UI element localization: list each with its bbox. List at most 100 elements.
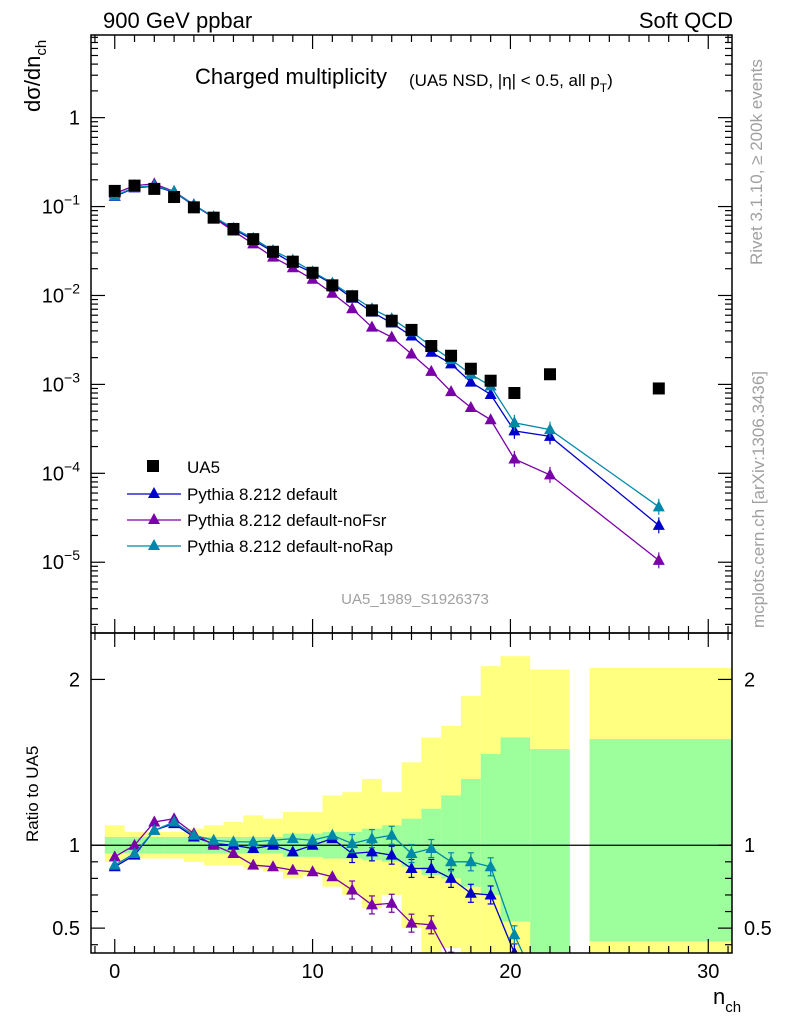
main-y-tick-label: 10−5 [42,547,80,574]
ratio-point-noRap [227,835,240,847]
ratio-point-default [247,842,260,854]
ratio-point-noRap [405,847,418,859]
ratio-point-noRap [445,855,458,867]
main-y-tick-label: 10−3 [42,369,80,396]
point-noFsr [365,320,378,332]
band-inner [589,739,732,942]
ratio-point-noFsr [346,883,359,895]
ratio-point-noFsr [306,865,319,877]
legend-label-norap: Pythia 8.212 default-noRap [187,537,393,556]
ratio-uncertainty-bands [104,656,732,953]
point-noFsr [464,400,477,412]
chart-title: Charged multiplicity [195,64,387,89]
ratio-y-tick-label: 2 [69,669,80,691]
ratio-x-tick-label: 20 [499,961,521,983]
ratio-x-tick-label: 0 [109,961,120,983]
ratio-y-tick-label: 1 [69,835,80,857]
ratio-y-tick-label-right: 0.5 [744,918,772,940]
ratio-point-noRap [128,847,141,859]
ratio-point-noRap [326,828,339,840]
data-point-ua5 [484,374,497,387]
ratio-plot-area [108,812,536,974]
data-point-ua5 [247,233,260,246]
ratio-point-noRap [508,928,521,940]
ratio-point-noFsr [247,858,260,870]
ratio-point-default [464,886,477,898]
data-point-ua5 [108,184,121,197]
data-point-ua5 [326,279,339,292]
ratio-point-noRap [484,860,497,872]
ratio-point-noFsr [445,955,457,966]
ratio-point-noRap [267,833,280,845]
point-noFsr [346,302,359,314]
ratio-y-tick-label: 0.5 [52,918,80,940]
ratio-point-noFsr [425,918,438,930]
legend-marker-default [148,487,160,498]
point-noFsr [425,364,438,376]
ratio-point-noFsr [128,838,141,850]
ratio-point-noFsr [326,870,339,882]
legend-marker-norap [148,539,160,550]
data-point-ua5 [227,222,240,235]
ratio-point-noRap [148,823,161,835]
ratio-point-default [425,861,438,873]
legend-label-ua5: UA5 [187,458,220,477]
ratio-point-default [445,871,458,883]
ratio-point-noRap [365,832,378,844]
point-noFsr [508,452,521,464]
band-inner [500,737,531,922]
chart-subtitle: (UA5 NSD, |η| < 0.5, all pT) [409,71,613,95]
point-noFsr [326,286,339,298]
main-y-axis-label: dσ/dnch [20,40,50,112]
ratio-point-noRap [464,855,477,867]
ratio-point-noRap [247,835,260,847]
header-process-label: Soft QCD [639,8,733,33]
data-point-ua5 [405,323,418,336]
point-noRap [652,500,665,512]
main-y-tick-label: 10−1 [42,192,80,219]
ratio-point-noFsr [148,815,161,827]
point-noFsr [484,413,497,425]
mcplots-url-label: mcplots.cern.ch [arXiv:1306.3436] [749,371,768,628]
ratio-x-tick-label: 30 [697,961,719,983]
point-default [652,518,665,530]
ratio-point-noRap [286,832,299,844]
ratio-point-noRap [425,842,438,854]
data-point-ua5 [365,304,378,317]
ratio-point-noFsr [227,847,240,859]
ratio-point-noRap [168,815,181,827]
ratio-point-noFsr [267,860,280,872]
main-plot-area [108,177,665,569]
data-point-ua5 [286,255,299,268]
ratio-point-noRap [207,833,220,845]
analysis-watermark: UA5_1989_S1926373 [341,591,489,608]
data-point-ua5 [508,387,521,400]
ratio-axis-ticks: 0 10 20 30 0.5 0.5 1 1 2 2 [52,633,772,983]
ratio-point-default [385,848,398,860]
ratio-line-noRap [114,821,524,953]
data-point-ua5 [385,314,398,327]
ratio-y-tick-label-right: 2 [744,669,755,691]
data-point-ua5 [543,368,556,381]
point-noFsr [652,553,665,565]
main-y-tick-label: 1 [69,108,80,130]
point-noFsr [445,385,458,397]
ratio-point-default [365,845,378,857]
ratio-y-axis-label: Ratio to UA5 [23,746,42,842]
band-inner [460,778,481,887]
point-default [484,387,497,399]
ratio-point-noRap [346,837,359,849]
legend: UA5 Pythia 8.212 default Pythia 8.212 de… [127,458,393,556]
data-point-ua5 [425,340,438,353]
legend-marker-nofsr [148,513,160,524]
main-y-tick-label: 10−2 [42,280,80,307]
point-noFsr [543,468,556,480]
ratio-point-noRap [108,858,121,870]
ratio-point-noRap [524,963,536,974]
data-point-ua5 [267,245,280,258]
ratio-y-tick-label-right: 1 [744,835,755,857]
point-default [464,375,477,387]
x-axis-label: nch [713,984,741,1016]
data-point-ua5 [652,382,665,395]
main-y-tick-label: 10−4 [42,458,80,485]
